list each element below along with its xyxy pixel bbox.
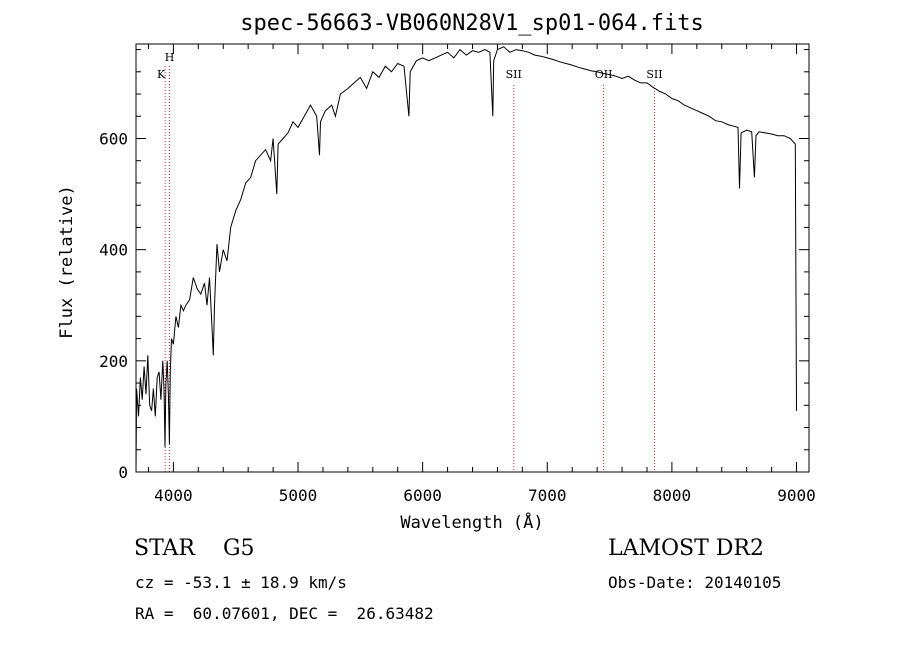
spectral-line-markers: KH SII OII SII [157,51,663,472]
marker-label: K [157,68,166,81]
coordinates: RA = 60.07601, DEC = 26.63482 [135,604,434,623]
y-tick-label: 200 [99,352,128,371]
y-tick-label: 0 [118,463,128,482]
y-tick-label: 400 [99,241,128,260]
marker-label: H [165,51,175,64]
x-tick-label: 4000 [154,486,193,505]
axis-ticks: 4000 5000 6000 7000 8000 9000 0 200 400 600 [99,44,816,505]
y-axis-label: Flux (relative) [57,185,77,339]
x-tick-label: 9000 [777,486,816,505]
object-class: STAR G5 [134,536,255,561]
plot-frame [135,43,810,473]
observation-date: Obs-Date: 20140105 [608,573,782,592]
survey-name: LAMOST DR2 [608,536,764,561]
x-axis-label: Wavelength (Å) [400,511,543,533]
y-tick-label: 600 [99,129,128,148]
x-tick-label: 8000 [653,486,692,505]
x-tick-label: 7000 [528,486,567,505]
marker-label: SII [506,68,522,81]
redshift-value: cz = -53.1 ± 18.9 km/s [135,573,347,592]
marker-label: SII [646,68,662,81]
spectrum-line [135,46,797,473]
chart-title: spec-56663-VB060N28V1_sp01-064.fits [240,11,704,36]
x-tick-label: 6000 [403,486,442,505]
x-tick-label: 5000 [279,486,318,505]
marker-label: OII [595,68,613,81]
